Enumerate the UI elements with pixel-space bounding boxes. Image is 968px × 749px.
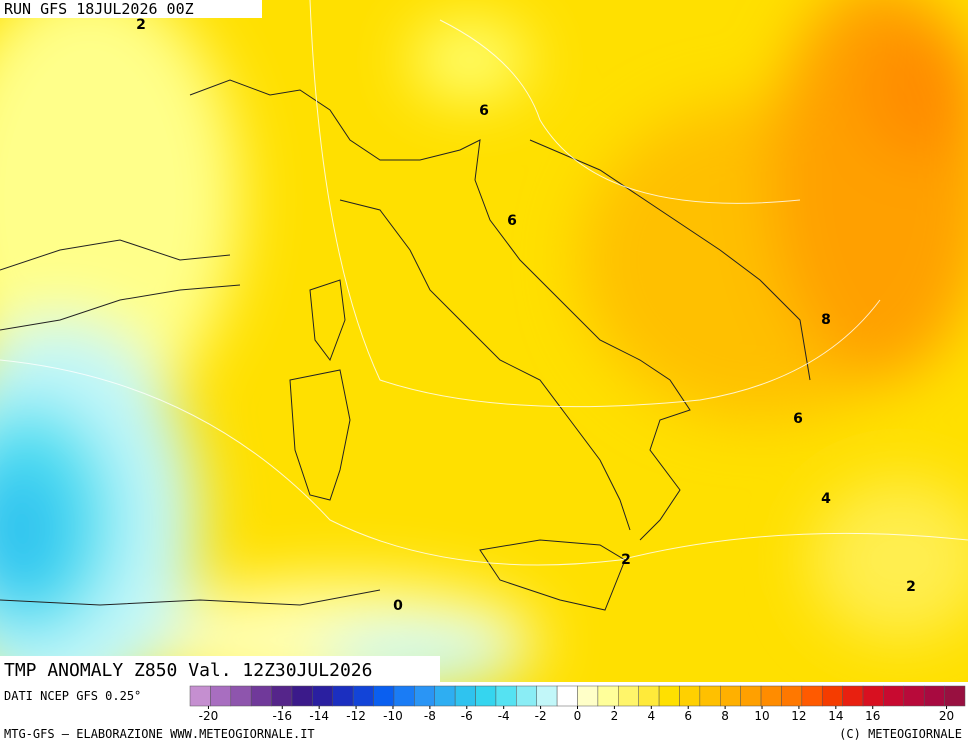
colorbar-cell (903, 685, 925, 707)
colorbar-cell (250, 685, 272, 707)
contour-label: 0 (393, 598, 403, 614)
colorbar-cell (516, 685, 537, 707)
colorbar-tick-label: -10 (383, 709, 403, 723)
colorbar-cell (944, 685, 966, 707)
colorbar-cell (352, 685, 374, 707)
contour-label: 2 (906, 579, 916, 595)
colorbar-cell (842, 685, 864, 707)
colorbar: -20 -16 -14 -12 -10 -8 -6 -4 -2 0 2 4 6 8 10 12 14 16 20 (189, 685, 966, 723)
colorbar-cell (862, 685, 884, 707)
colorbar-cell (454, 685, 476, 707)
colorbar-cell (434, 685, 456, 707)
colorbar-tick-label: -6 (461, 709, 473, 723)
source-label: DATI NCEP GFS 0.25° (4, 689, 141, 703)
colorbar-cell (475, 685, 497, 707)
colorbar-cell (638, 685, 660, 707)
colorbar-cell (720, 685, 741, 707)
colorbar-cell (597, 685, 619, 707)
colorbar-cell (679, 685, 701, 707)
colorbar-tick-label: 8 (721, 709, 729, 723)
colorbar-tick-label: -14 (309, 709, 329, 723)
colorbar-cell (495, 685, 517, 707)
contour-label: 6 (479, 103, 489, 119)
map-title: TMP ANOMALY Z850 Val. 12Z30JUL2026 (4, 660, 372, 681)
colorbar-cell (699, 685, 721, 707)
colorbar-tick-label: 14 (828, 709, 843, 723)
colorbar-tick-label: 10 (754, 709, 769, 723)
colorbar-cell (230, 685, 252, 707)
colorbar-tick-label: 6 (684, 709, 692, 723)
coastlines (0, 79, 811, 611)
colorbar-tick-label: -4 (498, 709, 510, 723)
colorbar-cell (536, 685, 558, 707)
colorbar-cell (821, 685, 843, 707)
footer-left: MTG-GFS — ELABORAZIONE WWW.METEOGIORNALE… (4, 727, 315, 741)
colorbar-cell (414, 685, 435, 707)
colorbar-cell (312, 685, 334, 707)
colorbar-cell (658, 685, 680, 707)
colorbar-cell (740, 685, 762, 707)
colorbar-tick-label: -16 (272, 709, 292, 723)
colorbar-cell (781, 685, 803, 707)
colorbar-tick-label: -12 (346, 709, 366, 723)
colorbar-cell (801, 685, 823, 707)
colorbar-cell (393, 685, 415, 707)
contour-label: 2 (136, 17, 146, 33)
colorbar-cell (883, 685, 905, 707)
colorbar-cell (332, 685, 354, 707)
colorbar-tick-label: 16 (865, 709, 880, 723)
contour-label: 2 (621, 552, 631, 568)
colorbar-cell (923, 685, 945, 707)
colorbar-cell (618, 685, 639, 707)
colorbar-cell (577, 685, 599, 707)
colorbar-tick-label: 4 (647, 709, 655, 723)
colorbar-tick-label: 12 (791, 709, 806, 723)
colorbar-cell (556, 685, 578, 707)
contour-label: 6 (793, 411, 803, 427)
colorbar-cell (210, 685, 232, 707)
colorbar-tick-label: -8 (424, 709, 436, 723)
colorbar-cell (189, 685, 211, 707)
colorbar-cell (271, 685, 293, 707)
colorbar-tick-label: -20 (199, 709, 219, 723)
colorbar-tick-label: 0 (574, 709, 582, 723)
colorbar-tick-label: 2 (611, 709, 619, 723)
colorbar-cell (291, 685, 313, 707)
contour-label: 8 (821, 312, 831, 328)
colorbar-tick-label: 20 (939, 709, 954, 723)
footer-right: (C) METEOGIORNALE (839, 727, 962, 741)
colorbar-cell (373, 685, 395, 707)
run-label: RUN GFS 18JUL2026 00Z (4, 0, 194, 18)
map: 2 6 6 8 6 4 2 0 2 (0, 0, 968, 682)
contour-label: 4 (821, 491, 831, 507)
colorbar-tick-label: -2 (535, 709, 547, 723)
contour-label: 6 (507, 213, 517, 229)
colorbar-cell (760, 685, 782, 707)
